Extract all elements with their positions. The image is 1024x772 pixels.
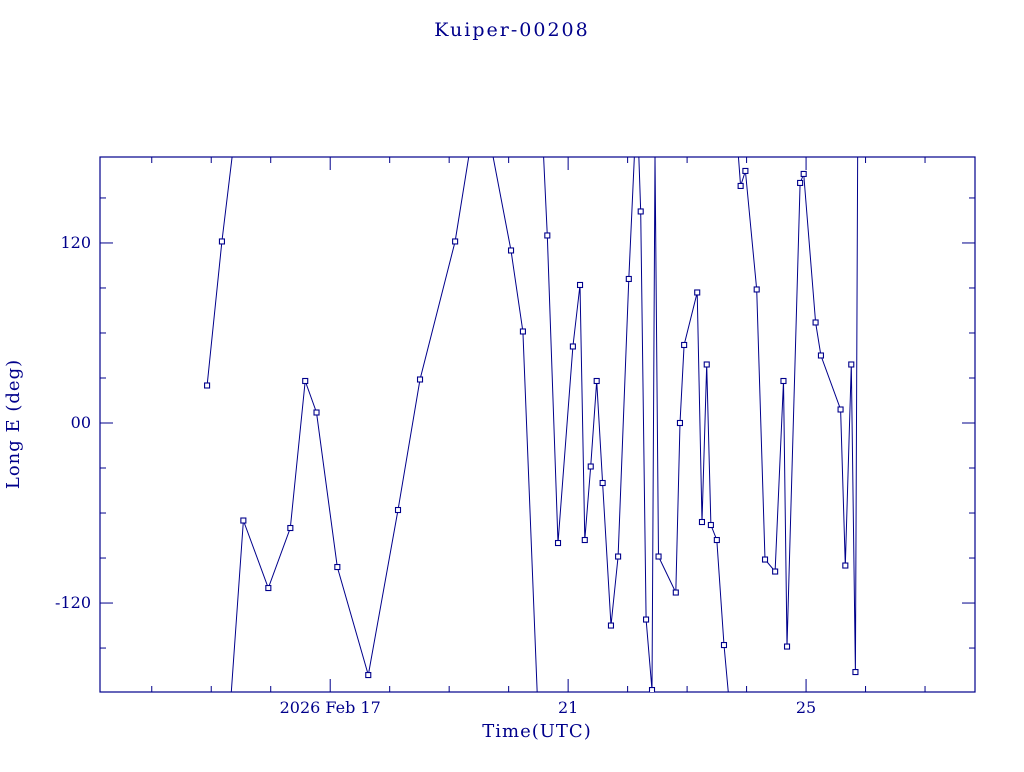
x-tick-label: 21 xyxy=(558,698,578,717)
series-line xyxy=(543,157,635,626)
data-point-marker xyxy=(742,167,749,175)
data-point-marker xyxy=(507,247,515,254)
data-point-marker xyxy=(576,281,584,289)
data-point-marker xyxy=(637,208,644,215)
data-point-marker xyxy=(416,376,424,383)
data-point-marker xyxy=(587,463,594,470)
data-point-marker xyxy=(676,419,684,427)
x-axis-label: Time(UTC) xyxy=(482,721,591,742)
data-point-marker xyxy=(698,518,706,526)
data-point-marker xyxy=(625,275,632,283)
data-point-marker xyxy=(817,352,824,359)
data-point-marker xyxy=(703,361,710,368)
series-line xyxy=(638,157,729,692)
y-tick-label: -120 xyxy=(55,593,91,612)
data-point-marker xyxy=(812,319,819,326)
data-point-marker xyxy=(607,622,615,629)
series-line xyxy=(737,157,859,673)
data-point-marker xyxy=(554,539,562,547)
y-tick-label: 120 xyxy=(60,233,91,252)
data-point-marker xyxy=(694,289,701,296)
data-point-marker xyxy=(707,521,714,529)
data-point-marker xyxy=(780,377,787,385)
data-point-marker xyxy=(394,506,402,514)
data-point-marker xyxy=(672,589,679,596)
data-point-marker xyxy=(615,553,622,560)
data-point-marker xyxy=(240,517,247,524)
data-point-marker xyxy=(772,568,779,575)
data-point-marker xyxy=(643,616,650,623)
data-point-marker xyxy=(452,238,459,245)
data-point-marker xyxy=(783,643,791,650)
data-point-marker xyxy=(761,556,769,563)
chart-title: Kuiper-00208 xyxy=(434,19,589,41)
data-point-marker xyxy=(302,377,309,385)
data-point-marker xyxy=(313,409,320,416)
data-point-marker xyxy=(753,286,760,293)
data-point-marker xyxy=(544,232,551,239)
y-axis-label: Long E (deg) xyxy=(3,359,24,489)
y-tick-label: 00 xyxy=(71,413,91,432)
data-point-marker xyxy=(265,584,272,592)
data-point-marker xyxy=(593,377,600,385)
data-point-marker xyxy=(842,562,849,569)
data-point-marker xyxy=(737,182,744,190)
data-point-marker xyxy=(837,406,844,413)
series-line xyxy=(492,157,538,692)
data-point-marker xyxy=(581,536,588,544)
data-point-marker xyxy=(204,382,211,389)
data-point-marker xyxy=(800,170,807,178)
data-point-marker xyxy=(365,671,372,679)
data-point-marker xyxy=(848,361,855,368)
data-point-marker xyxy=(599,479,606,487)
data-point-marker xyxy=(852,668,859,676)
data-point-marker xyxy=(218,238,225,245)
data-point-marker xyxy=(519,328,526,335)
x-tick-label: 2026 Feb 17 xyxy=(280,698,381,717)
data-point-marker xyxy=(648,686,656,692)
data-point-marker xyxy=(797,179,804,187)
data-point-marker xyxy=(287,524,294,532)
plot-border xyxy=(99,156,976,693)
x-tick-label: 25 xyxy=(796,698,816,717)
data-point-marker xyxy=(713,536,720,544)
data-point-marker xyxy=(655,553,662,560)
data-point-marker xyxy=(681,341,688,349)
axes: 2026 Feb 17 21 25 120 00 -120 xyxy=(55,157,975,717)
data-point-marker xyxy=(334,563,341,571)
data-point-marker xyxy=(720,641,728,649)
data-series xyxy=(204,157,859,692)
data-point-marker xyxy=(569,343,576,350)
series-line xyxy=(230,157,470,692)
